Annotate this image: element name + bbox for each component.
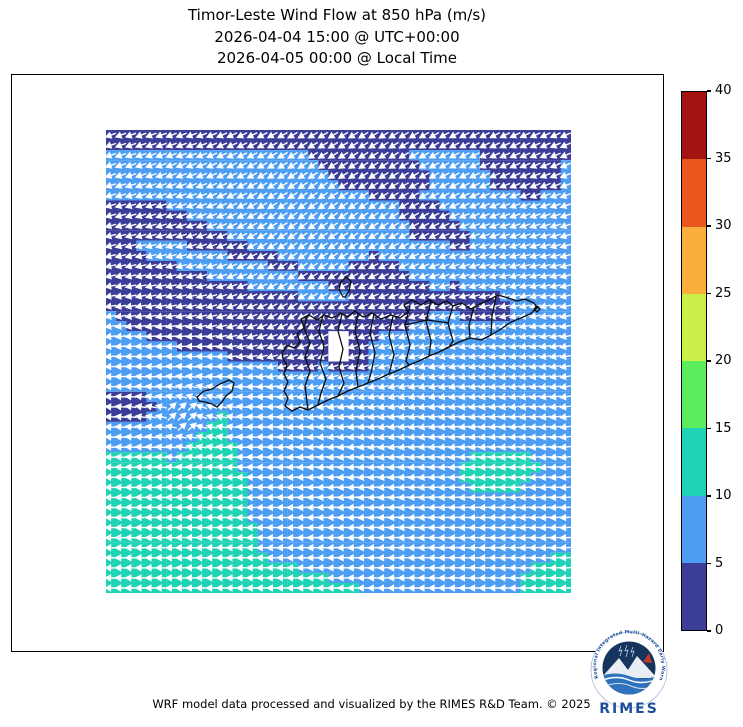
district-border xyxy=(490,296,497,336)
rimes-logo: Regional Integrated Multi-Hazard Early W… xyxy=(587,630,668,717)
colorbar-tickmark xyxy=(707,562,711,565)
chart-subtitle-utc: 2026-04-04 15:00 @ UTC+00:00 xyxy=(214,27,460,46)
wind-field-map xyxy=(104,130,572,593)
logo-mountain xyxy=(602,656,656,678)
colorbar-block-4 xyxy=(682,293,706,361)
colorbar-ticks: 0 5 10 15 20 25 30 35 40 xyxy=(707,83,743,638)
logo-wordmark: RIMES xyxy=(599,701,659,717)
colorbar-block-0 xyxy=(682,562,706,630)
district-border xyxy=(388,315,395,375)
logo-sail xyxy=(643,653,652,663)
colorbar-tick-label: 0 xyxy=(715,623,724,638)
colorbar-tickmark xyxy=(707,630,711,632)
colorbar-tickmark xyxy=(707,427,711,430)
colorbar-block-5 xyxy=(682,226,706,294)
district-border xyxy=(337,313,345,397)
plot-area: Regional Integrated Multi-Hazard Early W… xyxy=(11,74,668,717)
district-border xyxy=(317,314,327,406)
colorbar-tickmark xyxy=(707,292,711,295)
wind-arrows xyxy=(104,131,572,592)
chart-title: Timor-Leste Wind Flow at 850 hPa (m/s) xyxy=(187,6,487,24)
colorbar-tickmark xyxy=(707,360,711,362)
logo-lightning xyxy=(618,644,635,658)
colorbar-tick-label: 10 xyxy=(715,488,732,503)
district-border xyxy=(447,304,454,348)
logo-emblem xyxy=(602,641,656,695)
colorbar-tick-label: 15 xyxy=(715,420,732,436)
colorbar-tick-label: 25 xyxy=(715,285,732,301)
colorbar-tickmark xyxy=(707,90,711,92)
coastline xyxy=(338,276,352,298)
colorbar-block-3 xyxy=(682,361,706,429)
speed-bin-layer-1 xyxy=(106,150,572,593)
coastline xyxy=(196,379,235,408)
title-block: Timor-Leste Wind Flow at 850 hPa (m/s) 2… xyxy=(11,5,663,70)
district-border xyxy=(354,312,361,388)
colorbar-block-2 xyxy=(682,428,706,496)
district-border xyxy=(468,306,475,339)
district-border xyxy=(367,313,376,384)
district-border xyxy=(425,300,432,357)
coastline xyxy=(533,305,541,313)
coastline xyxy=(281,294,538,412)
colorbar-tickmark xyxy=(707,495,711,497)
footer-credit: WRF model data processed and visualized … xyxy=(152,697,591,711)
colorbar-tick-label: 40 xyxy=(715,83,732,98)
district-border xyxy=(404,305,411,366)
colorbar xyxy=(681,91,707,631)
speed-bin-layer-w xyxy=(328,331,349,362)
district-border xyxy=(404,319,450,326)
chart-subtitle-local: 2026-04-05 00:00 @ Local Time xyxy=(216,49,458,67)
colorbar-block-1 xyxy=(682,495,706,563)
colorbar-block-6 xyxy=(682,159,706,227)
colorbar-tick-label: 30 xyxy=(715,218,732,233)
colorbar-tick-label: 35 xyxy=(715,150,732,166)
colorbar-tick-label: 20 xyxy=(715,353,732,368)
colorbar-tickmark xyxy=(707,225,711,227)
colorbar-tickmark xyxy=(707,157,711,160)
colorbar-tick-label: 5 xyxy=(715,555,724,571)
colorbar-block-7 xyxy=(682,92,706,160)
